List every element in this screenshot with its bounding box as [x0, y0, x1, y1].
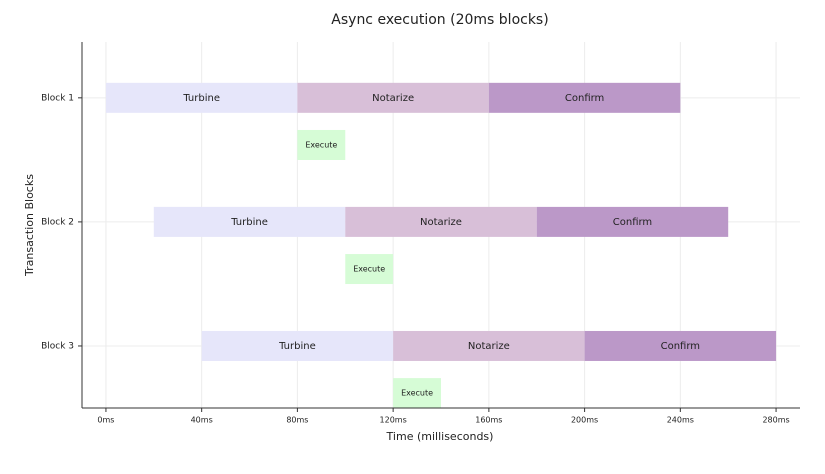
- task-bar: [488, 82, 681, 113]
- y-tick-label: Block 3: [41, 341, 74, 351]
- x-tick-label: 120ms: [380, 416, 407, 425]
- task-bar: [345, 254, 394, 285]
- x-tick-label: 160ms: [475, 416, 502, 425]
- task-label: Turbine: [230, 217, 268, 228]
- task-label: Notarize: [468, 341, 510, 352]
- task-label: Confirm: [613, 217, 652, 228]
- task-label: Turbine: [278, 341, 316, 352]
- x-tick-label: 200ms: [571, 416, 598, 425]
- y-tick-label: Block 1: [41, 93, 74, 103]
- x-axis-label: Time (milliseconds): [386, 430, 494, 443]
- task-label: Confirm: [661, 341, 700, 352]
- y-axis-label: Transaction Blocks: [23, 174, 36, 277]
- task-bar: [393, 330, 585, 361]
- task-bar: [105, 82, 298, 113]
- y-tick-label: Block 2: [41, 217, 74, 227]
- task-bar: [393, 378, 441, 409]
- task-bar: [536, 206, 729, 237]
- x-tick-label: 0ms: [97, 416, 114, 425]
- task-label: Turbine: [182, 93, 220, 104]
- task-bar: [201, 330, 394, 361]
- task-label: Execute: [305, 140, 337, 149]
- task-label: Notarize: [372, 93, 414, 104]
- x-tick-label: 240ms: [667, 416, 694, 425]
- task-label: Execute: [401, 389, 433, 398]
- task-bar: [297, 129, 346, 160]
- bars: Turbine Turbine Turbine Notarize Notarize Not…: [105, 82, 777, 409]
- chart-title: Async execution (20ms blocks): [331, 12, 548, 28]
- x-tick-label: 280ms: [762, 416, 789, 425]
- task-bar: [297, 82, 489, 113]
- task-label: Notarize: [420, 217, 462, 228]
- task-bar: [345, 206, 537, 237]
- x-tick-label: 40ms: [191, 416, 213, 425]
- x-tick-label: 80ms: [286, 416, 308, 425]
- task-label: Execute: [353, 265, 385, 274]
- task-label: Confirm: [565, 93, 604, 104]
- task-bar: [584, 330, 777, 361]
- task-bar: [153, 206, 346, 237]
